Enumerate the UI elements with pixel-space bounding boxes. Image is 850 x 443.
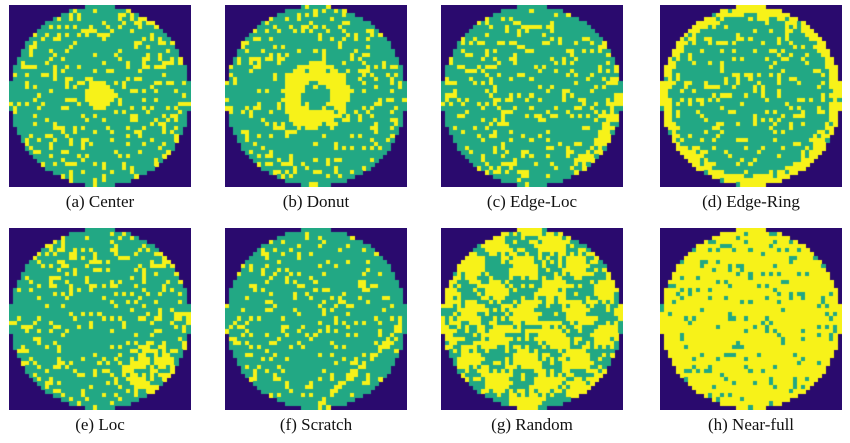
panel-loc: (e) Loc [9,228,191,433]
caption-edge-ring: (d) Edge-Ring [702,192,800,211]
caption-donut: (b) Donut [282,192,350,211]
panel-edge-ring: (d) Edge-Ring [660,5,842,210]
panel-donut: (b) Donut [225,5,407,210]
caption-edge-loc: (c) Edge-Loc [486,192,578,211]
wafer-map-near-full [660,228,842,410]
panel-near-full: (h) Near-full [660,228,842,433]
wafer-map-center [9,5,191,187]
wafer-map-donut [225,5,407,187]
wafer-map-scratch [225,228,407,410]
wafer-map-edge-loc [441,5,623,187]
wafer-map-edge-ring [660,5,842,187]
panel-center: (a) Center [9,5,191,210]
wafer-map-loc [9,228,191,410]
caption-center: (a) Center [65,192,135,211]
panel-edge-loc: (c) Edge-Loc [441,5,623,210]
wafer-map-random [441,228,623,410]
panel-scratch: (f) Scratch [225,228,407,433]
caption-near-full: (h) Near-full [707,415,795,434]
panel-random: (g) Random [441,228,623,433]
caption-random: (g) Random [491,415,573,434]
caption-loc: (e) Loc [75,415,125,434]
caption-scratch: (f) Scratch [279,415,353,434]
